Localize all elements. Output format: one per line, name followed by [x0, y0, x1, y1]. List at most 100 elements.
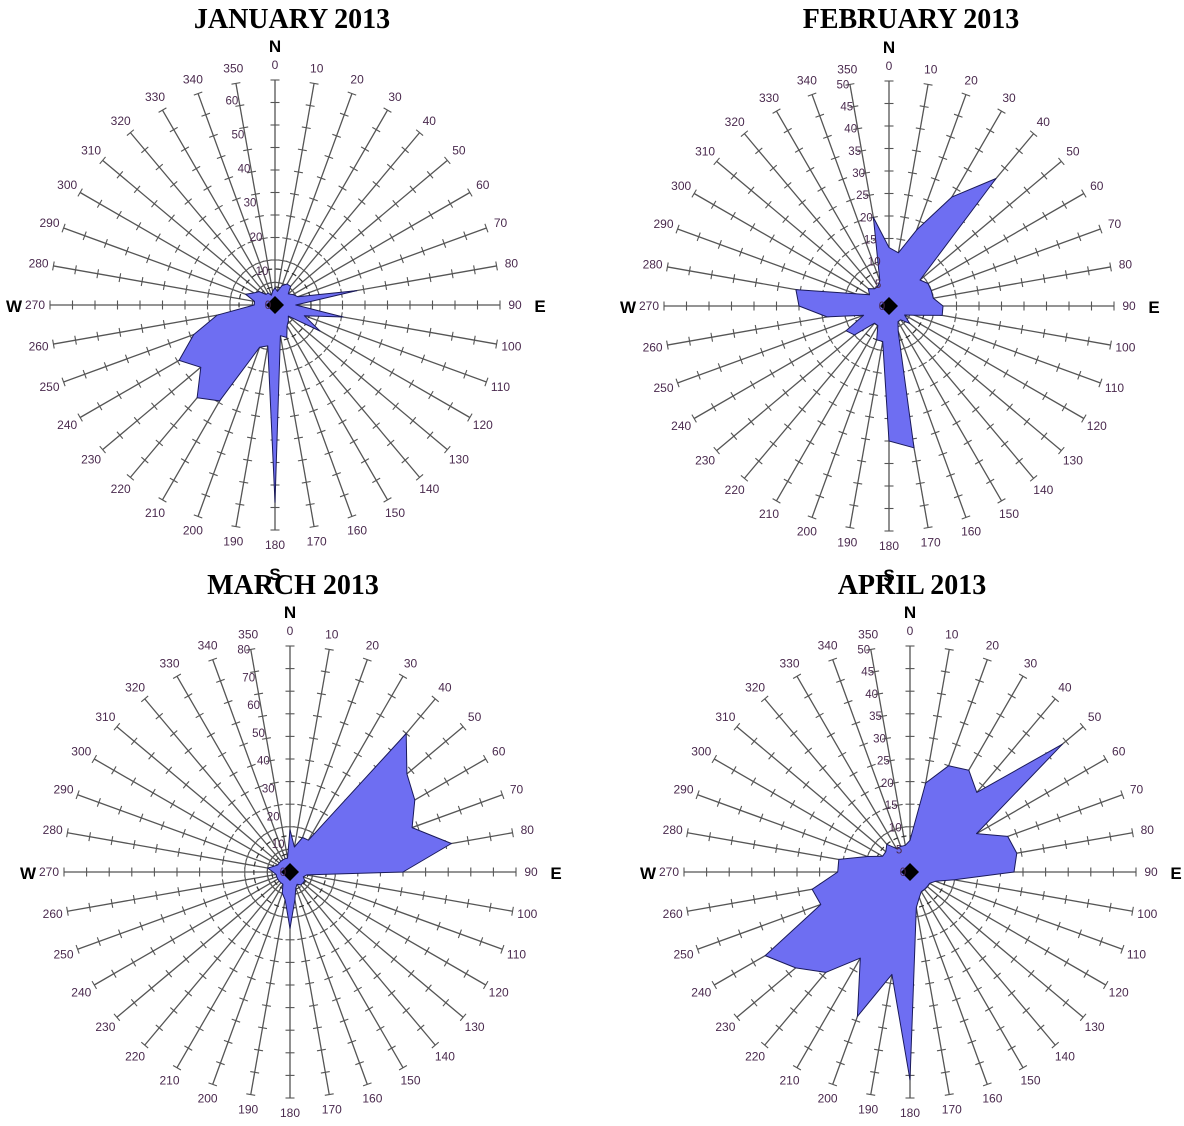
axis-tick [463, 766, 469, 775]
direction-label: 200 [198, 1092, 218, 1106]
axis-tick [202, 898, 208, 908]
axis-tick [954, 313, 957, 323]
axis-tick [290, 192, 300, 196]
direction-label: 350 [223, 62, 243, 76]
axis-tick [251, 810, 261, 817]
axis-tick [221, 855, 225, 865]
axis-tick [666, 262, 669, 272]
direction-label: 220 [125, 1050, 145, 1064]
direction-label: 110 [507, 947, 526, 961]
axis-tick [750, 998, 758, 1007]
axis-tick [696, 232, 701, 242]
axis-tick [201, 493, 211, 498]
axis-tick [357, 269, 362, 279]
axis-tick [830, 155, 840, 161]
axis-tick [245, 883, 250, 892]
axis-tick [1020, 324, 1024, 334]
axis-tick [151, 199, 158, 208]
axis-tick [730, 211, 736, 221]
axis-tick [993, 972, 1001, 980]
axis-tick [967, 1039, 977, 1044]
axis-tick [788, 245, 795, 254]
direction-label: 260 [43, 907, 63, 921]
axis-tick [1014, 906, 1019, 916]
direction-label: 50 [1088, 710, 1102, 724]
axis-tick [254, 1048, 264, 1052]
axis-tick [466, 898, 470, 908]
axis-tick [479, 937, 484, 946]
scale-label: 50 [857, 644, 870, 656]
direction-label: 40 [438, 680, 452, 694]
axis-tick [141, 146, 149, 154]
direction-label: 130 [465, 1020, 485, 1034]
axis-tick [804, 989, 813, 997]
axis-tick [861, 367, 871, 372]
axis-tick [426, 431, 434, 439]
axis-tick [717, 240, 722, 249]
axis-tick [1019, 887, 1023, 897]
scale-label: 70 [242, 672, 255, 684]
axis-tick [998, 281, 1002, 291]
direction-label: 90 [524, 865, 538, 879]
axis-tick [180, 146, 190, 152]
direction-label: 130 [1063, 453, 1083, 467]
axis-tick [899, 346, 909, 351]
axis-tick [61, 223, 66, 233]
direction-label: 130 [449, 452, 469, 466]
axis-tick [263, 908, 272, 914]
axis-tick [160, 821, 165, 831]
axis-tick [239, 997, 249, 1002]
axis-tick [442, 737, 450, 746]
axis-tick [373, 940, 380, 949]
axis-tick [244, 859, 247, 869]
direction-label: 60 [1112, 745, 1126, 759]
axis-tick [1036, 712, 1045, 720]
wind-rose-chart: 0 102030405060708090100110120130140150160… [620, 38, 1160, 585]
axis-tick [203, 419, 212, 425]
scale-label: 50 [837, 79, 850, 91]
scale-label: 10 [256, 266, 269, 278]
axis-tick [162, 280, 166, 290]
direction-label: 190 [223, 534, 243, 548]
axis-tick [189, 924, 195, 933]
axis-tick [881, 737, 891, 740]
axis-tick [345, 901, 352, 911]
axis-tick [1024, 800, 1031, 809]
axis-tick [1056, 813, 1061, 823]
axis-tick [849, 504, 859, 507]
axis-tick [500, 790, 505, 800]
axis-tick [1034, 355, 1040, 365]
axis-tick [375, 214, 382, 223]
axis-tick [336, 277, 341, 287]
axis-tick [365, 913, 372, 922]
axis-tick [781, 263, 786, 272]
direction-label: 100 [501, 340, 521, 354]
axis-tick [189, 811, 195, 820]
axis-tick [415, 129, 424, 136]
axis-tick [148, 984, 155, 993]
scale-label: 45 [861, 667, 874, 679]
axis-tick [254, 784, 264, 790]
axis-tick [816, 244, 824, 252]
axis-tick [768, 751, 775, 760]
axis-tick [401, 146, 409, 154]
axis-tick [444, 894, 448, 904]
axis-tick [950, 324, 955, 334]
axis-tick [235, 503, 245, 506]
axis-tick [871, 810, 881, 817]
axis-tick [188, 269, 193, 279]
axis-tick [856, 337, 864, 344]
axis-tick [1083, 766, 1089, 775]
axis-tick [828, 822, 835, 831]
axis-tick [323, 344, 331, 353]
axis-tick [851, 721, 861, 726]
axis-tick [983, 358, 990, 367]
axis-tick [1027, 969, 1035, 978]
axis-tick [74, 335, 77, 345]
axis-tick [315, 380, 325, 386]
direction-label: 110 [1105, 381, 1124, 395]
axis-tick [442, 362, 447, 371]
axis-tick [331, 947, 340, 954]
axis-tick [91, 754, 98, 764]
axis-tick [436, 921, 441, 931]
